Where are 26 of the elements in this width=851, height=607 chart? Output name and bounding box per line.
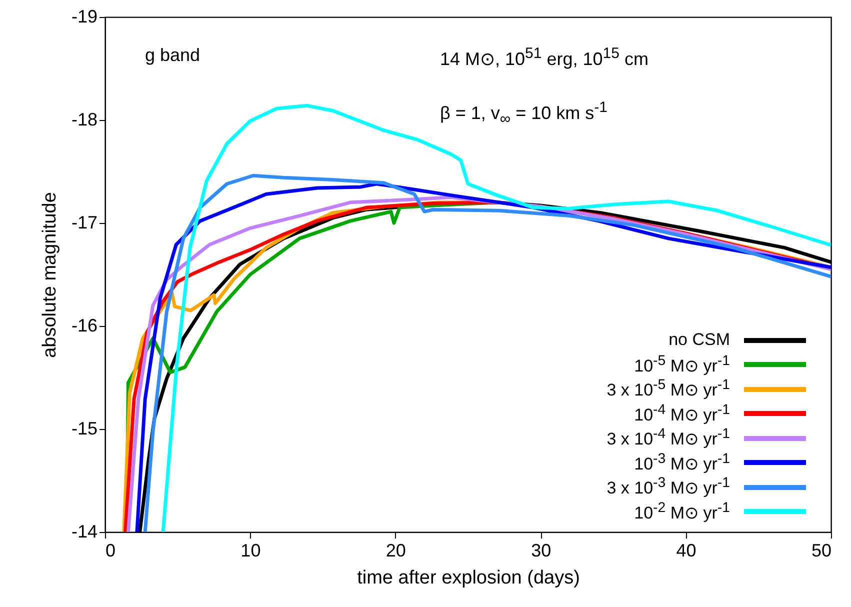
legend-label: 10$^{-2}$ M⊙ yr$^{-1}$: [634, 500, 730, 524]
legend-label: no CSM: [668, 330, 730, 350]
legend-label: 3 x 10$^{-4}$ M⊙ yr$^{-1}$: [606, 426, 730, 450]
y-axis-title: absolute magnitude: [39, 192, 60, 358]
y-tick-label: -16: [71, 316, 98, 336]
y-tick-label: -17: [71, 212, 98, 232]
legend-label: 3 x 10$^{-3}$ M⊙ yr$^{-1}$: [606, 475, 730, 500]
y-tick-label: -18: [71, 110, 98, 130]
x-tick-label: 10: [240, 540, 261, 560]
legend-label: 10$^{-3}$ M⊙ yr$^{-1}$: [634, 450, 730, 475]
legend-label: 3 x 10$^{-5}$ M⊙ yr$^{-1}$: [606, 377, 730, 402]
x-tick-label: 30: [531, 540, 552, 560]
x-tick-label: 20: [386, 540, 406, 560]
legend-label: 10$^{-5}$ M⊙ yr$^{-1}$: [634, 352, 730, 377]
x-axis-title: time after explosion (days): [357, 568, 580, 588]
x-tick-label: 50: [811, 540, 832, 560]
x-tick-label: 0: [106, 540, 116, 560]
annotation: g band: [145, 45, 200, 66]
line-series: [161, 104, 831, 532]
y-tick-label: -19: [71, 6, 98, 26]
annotation: 14 M⊙, 10$^{51}$ erg, 10$^{15}$ cm: [440, 45, 648, 70]
y-tick-label: -14: [71, 522, 98, 542]
legend-label: 10$^{-4}$ M⊙ yr$^{-1}$: [634, 402, 730, 426]
x-tick-label: 40: [676, 540, 696, 560]
y-tick-label: -15: [71, 418, 98, 438]
annotation: β = 1, v$_{∞}$ = 10 km s$^{-1}$: [440, 99, 608, 128]
